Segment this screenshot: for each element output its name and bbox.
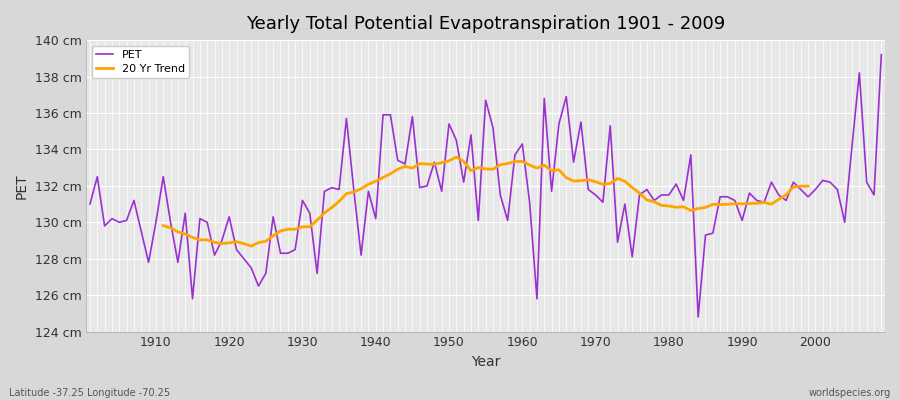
Line: PET: PET bbox=[90, 55, 881, 317]
20 Yr Trend bbox=[224, 240, 235, 245]
PET bbox=[693, 315, 704, 320]
Title: Yearly Total Potential Evapotranspiration 1901 - 2009: Yearly Total Potential Evapotranspiratio… bbox=[246, 15, 725, 33]
Y-axis label: PET: PET bbox=[15, 173, 29, 199]
PET bbox=[876, 52, 886, 57]
Legend: PET, 20 Yr Trend: PET, 20 Yr Trend bbox=[92, 46, 189, 78]
PET bbox=[143, 260, 154, 265]
20 Yr Trend bbox=[297, 224, 308, 229]
PET bbox=[348, 187, 359, 192]
20 Yr Trend bbox=[502, 161, 513, 166]
20 Yr Trend bbox=[414, 161, 425, 166]
PET bbox=[304, 211, 315, 216]
PET bbox=[517, 142, 527, 146]
20 Yr Trend bbox=[803, 184, 814, 188]
20 Yr Trend bbox=[744, 201, 755, 206]
PET bbox=[605, 123, 616, 128]
Text: worldspecies.org: worldspecies.org bbox=[809, 388, 891, 398]
20 Yr Trend bbox=[246, 244, 256, 248]
X-axis label: Year: Year bbox=[471, 355, 500, 369]
20 Yr Trend bbox=[158, 223, 168, 228]
Line: 20 Yr Trend: 20 Yr Trend bbox=[163, 157, 808, 246]
20 Yr Trend bbox=[238, 241, 249, 246]
PET bbox=[509, 152, 520, 157]
20 Yr Trend bbox=[451, 155, 462, 160]
PET bbox=[85, 202, 95, 206]
Text: Latitude -37.25 Longitude -70.25: Latitude -37.25 Longitude -70.25 bbox=[9, 388, 170, 398]
